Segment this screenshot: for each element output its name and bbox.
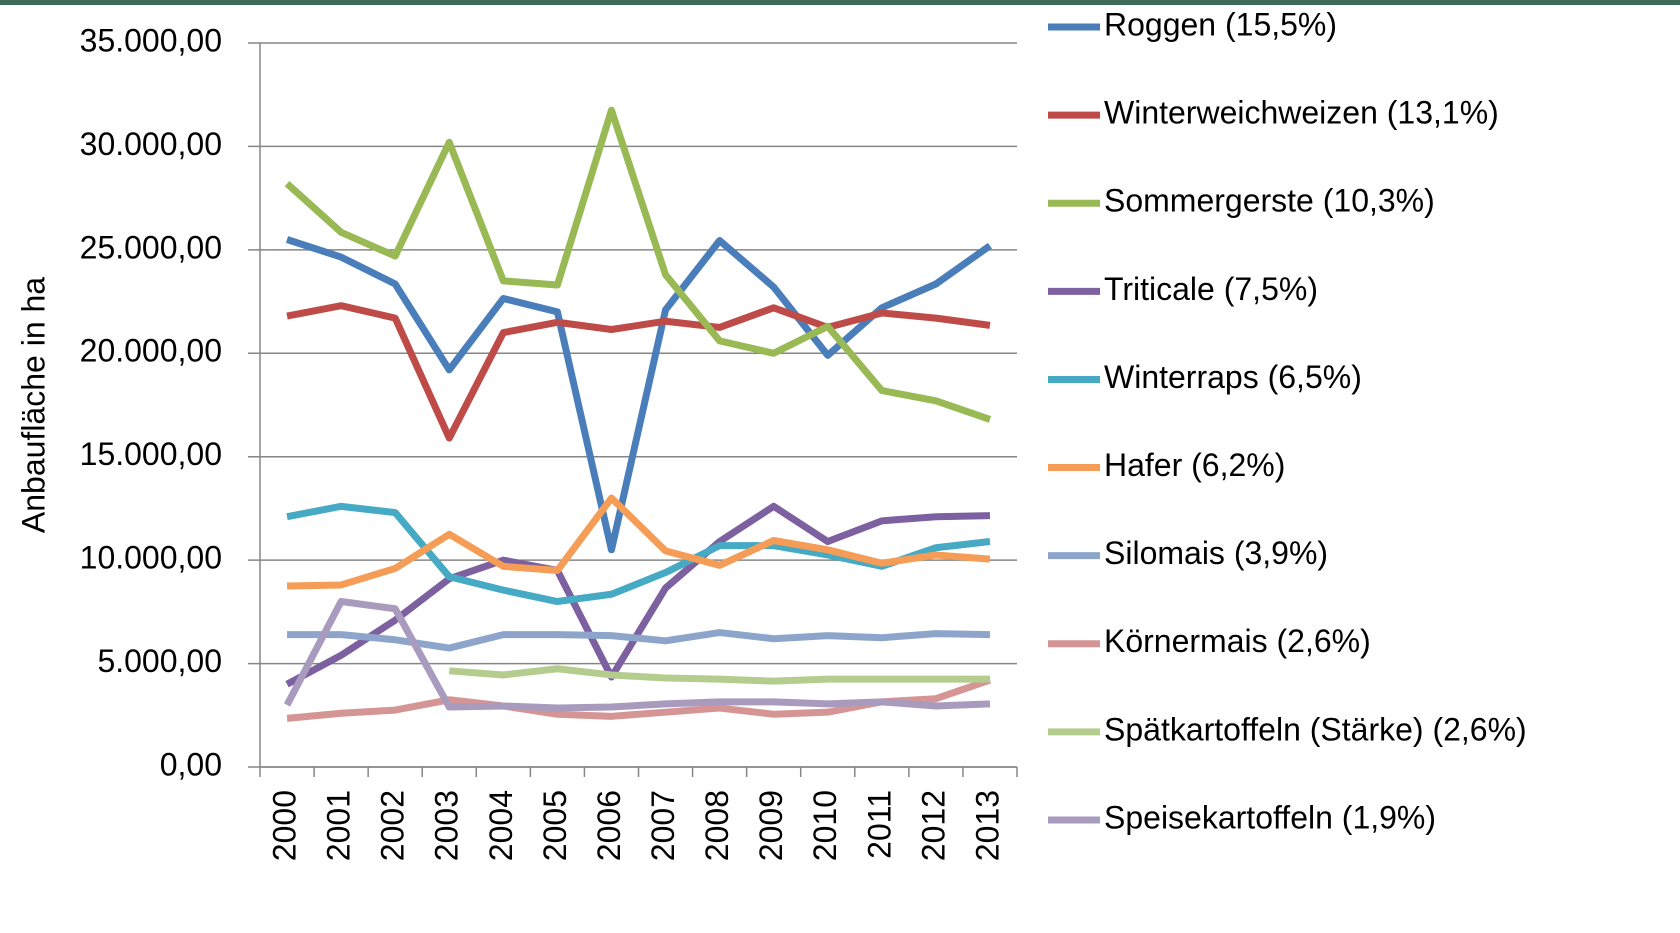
legend-label: Roggen (15,5%) [1104,6,1337,42]
x-tick-label: 2008 [699,790,735,861]
x-tick-label: 2012 [915,790,951,861]
series-line [286,302,991,442]
series-line [287,629,991,652]
top-border [0,0,1680,5]
y-tick-label: 25.000,00 [80,229,222,265]
legend-label: Silomais (3,9%) [1104,535,1328,571]
y-tick-label: 5.000,00 [97,643,222,679]
series-line [448,665,990,685]
y-tick-label: 10.000,00 [80,540,222,576]
legend-label: Körnermais (2,6%) [1104,623,1371,659]
legend-label: Triticale (7,5%) [1104,271,1318,307]
legend-label: Winterweichweizen (13,1%) [1104,95,1499,131]
y-tick-label: 0,00 [160,746,222,782]
x-tick-label: 2009 [753,790,789,861]
legend-label: Speisekartoffeln (1,9%) [1104,799,1436,835]
x-tick-label: 2010 [807,790,843,861]
x-tick-label: 2007 [645,790,681,861]
x-tick-label: 2013 [969,790,1005,861]
x-tick-label: 2003 [429,790,465,861]
legend-label: Hafer (6,2%) [1104,447,1285,483]
x-tick-label: 2006 [591,790,627,861]
y-tick-label: 35.000,00 [80,22,222,58]
series-line [284,106,992,423]
x-tick-label: 2004 [483,790,519,861]
x-tick-label: 2002 [375,790,411,861]
x-tick-label: 2001 [321,790,357,861]
y-tick-label: 20.000,00 [80,333,222,369]
legend-label: Winterraps (6,5%) [1104,359,1362,395]
series-line [283,598,991,712]
y-axis-label: Anbaufläche in ha [15,277,51,533]
y-tick-label: 30.000,00 [80,126,222,162]
series-line [285,502,991,688]
y-tick-label: 15.000,00 [80,436,222,472]
series-line [285,236,992,554]
x-tick-label: 2000 [266,790,302,861]
legend-label: Sommergerste (10,3%) [1104,183,1435,219]
x-tick-label: 2011 [861,790,897,859]
x-tick-label: 2005 [537,790,573,861]
series-line [286,494,991,590]
legend-label: Spätkartoffeln (Stärke) (2,6%) [1104,711,1527,747]
